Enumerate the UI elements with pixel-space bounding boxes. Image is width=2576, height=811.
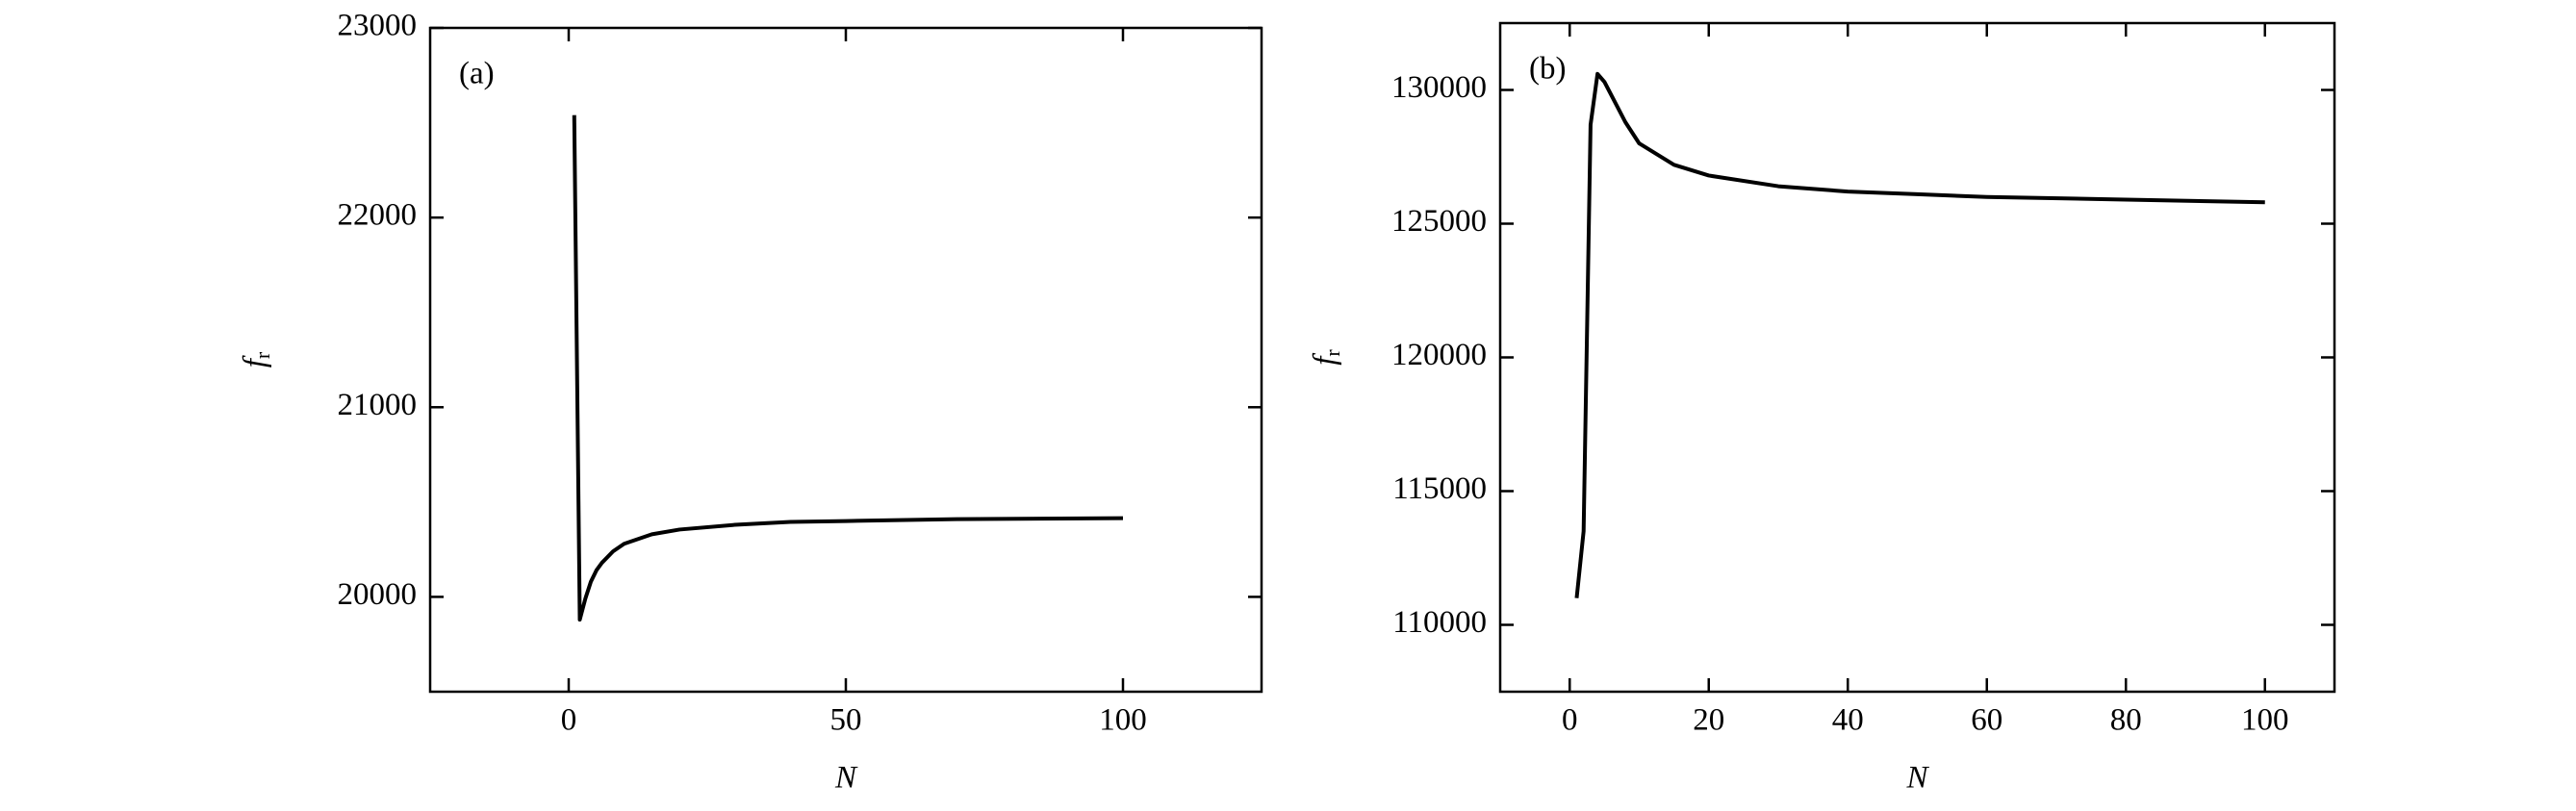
y-tick-label: 130000 (1391, 70, 1487, 105)
x-tick-label: 20 (1693, 703, 1724, 738)
panel-label: (a) (459, 57, 495, 91)
x-tick-label: 100 (2241, 703, 2289, 738)
x-tick-label: 100 (1099, 703, 1147, 738)
y-tick-label: 22000 (338, 198, 418, 233)
x-axis-label: N (834, 761, 858, 796)
x-tick-label: 40 (1832, 703, 1864, 738)
plot-frame (428, 26, 1263, 694)
x-tick-label: 0 (561, 703, 577, 738)
panel-label: (b) (1529, 52, 1566, 87)
y-axis-label: fr (238, 351, 274, 367)
y-tick-label: 115000 (1392, 471, 1487, 506)
y-axis-label-subscript: r (250, 351, 274, 359)
chart-panel: 0 50 100 20000 21000 22000 23000 (a) Nfr (238, 9, 1263, 796)
chart-panel: 0 20 40 60 80 100 110000 115000 120000 125000 1300… (1308, 21, 2336, 796)
x-axis-label: N (1905, 761, 1929, 796)
y-axis-label: fr (1308, 349, 1344, 366)
y-tick-label: 20000 (338, 577, 418, 612)
x-tick-label: 0 (1562, 703, 1578, 738)
x-tick-label: 80 (2110, 703, 2142, 738)
x-tick-label: 50 (830, 703, 862, 738)
y-tick-label: 110000 (1392, 605, 1487, 640)
y-tick-label: 125000 (1391, 204, 1487, 239)
y-tick-label: 23000 (338, 9, 418, 43)
y-tick-label: 21000 (338, 388, 418, 422)
x-tick-label: 60 (1971, 703, 2002, 738)
data-line (1574, 71, 2265, 598)
data-line (572, 114, 1124, 622)
y-tick-label: 120000 (1391, 338, 1487, 372)
y-axis-label-subscript: r (1320, 349, 1344, 357)
